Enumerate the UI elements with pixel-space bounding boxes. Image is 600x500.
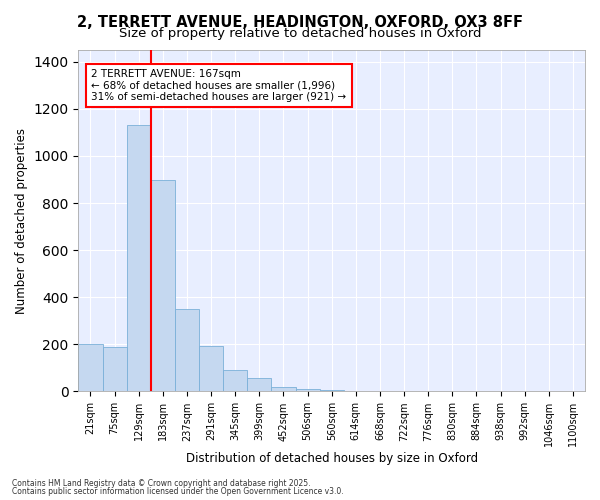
Bar [127,126,151,392]
Bar [79,344,103,392]
Text: 2, TERRETT AVENUE, HEADINGTON, OXFORD, OX3 8FF: 2, TERRETT AVENUE, HEADINGTON, OXFORD, O… [77,15,523,30]
Bar [344,391,368,392]
Y-axis label: Number of detached properties: Number of detached properties [15,128,28,314]
Bar [247,378,271,392]
Text: Size of property relative to detached houses in Oxford: Size of property relative to detached ho… [119,28,481,40]
Bar [199,346,223,392]
Bar [151,180,175,392]
Bar [223,370,247,392]
Text: 2 TERRETT AVENUE: 167sqm
← 68% of detached houses are smaller (1,996)
31% of sem: 2 TERRETT AVENUE: 167sqm ← 68% of detach… [91,69,347,102]
X-axis label: Distribution of detached houses by size in Oxford: Distribution of detached houses by size … [185,452,478,465]
Text: Contains HM Land Registry data © Crown copyright and database right 2025.: Contains HM Land Registry data © Crown c… [12,478,311,488]
Bar [320,390,344,392]
Bar [296,388,320,392]
Bar [175,309,199,392]
Bar [271,387,296,392]
Title: 2, TERRETT AVENUE, HEADINGTON, OXFORD, OX3 8FF
Size of property relative to deta: 2, TERRETT AVENUE, HEADINGTON, OXFORD, O… [0,499,1,500]
Text: Contains public sector information licensed under the Open Government Licence v3: Contains public sector information licen… [12,487,344,496]
Bar [103,346,127,392]
